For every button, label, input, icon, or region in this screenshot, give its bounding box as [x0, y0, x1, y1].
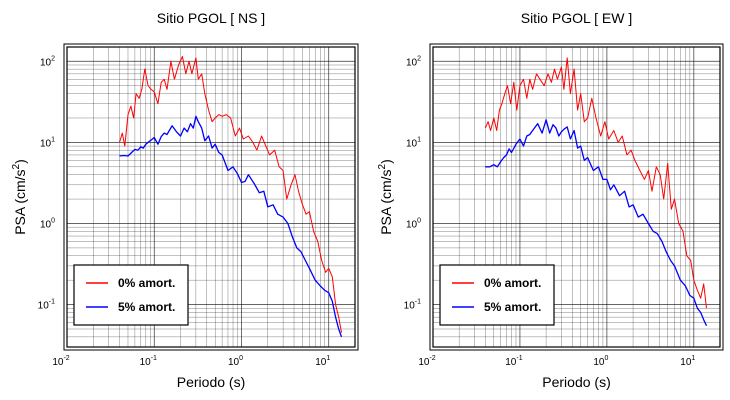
legend-label: 5% amort. — [118, 300, 175, 314]
legend-label: 5% amort. — [484, 300, 541, 314]
plot-frame-outer — [429, 43, 724, 351]
y-tick-label: 100 — [406, 217, 421, 230]
legend: 0% amort. 5% amort. — [439, 264, 555, 326]
x-tick-label: 101 — [315, 355, 330, 368]
plot-frame — [66, 46, 356, 348]
y-tick-label: 101 — [406, 136, 421, 149]
legend: 0% amort. 5% amort. — [73, 264, 189, 326]
chart-title: Sitio PGOL [ NS ] — [157, 10, 265, 26]
x-tick-label: 101 — [680, 355, 695, 368]
series-line-red — [484, 57, 707, 309]
legend-label: 0% amort. — [118, 276, 175, 290]
x-tick-label: 10-2 — [52, 355, 69, 368]
series-line-blue — [119, 115, 343, 338]
legend-box — [439, 264, 555, 326]
x-tick-label: 100 — [228, 355, 243, 368]
legend-box — [73, 264, 189, 326]
chart-panel-2: 10-2 10-1 100 101 10-1 100 101 102 Sitio PGOL [ … — [377, 10, 724, 390]
plot-frame — [432, 46, 721, 348]
x-axis-label: Periodo (s) — [542, 374, 610, 390]
chart-title: Sitio PGOL [ EW ] — [521, 10, 633, 26]
y-tick-label: 10-1 — [404, 299, 421, 312]
legend-label: 0% amort. — [484, 276, 541, 290]
series-line-blue — [485, 119, 708, 326]
y-tick-label: 10-1 — [38, 299, 55, 312]
y-axis-label: PSA (cm/s2) — [377, 159, 394, 235]
y-tick-label: 100 — [40, 217, 55, 230]
plot-frame-outer — [63, 43, 359, 351]
x-tick-label: 100 — [593, 355, 608, 368]
x-tick-label: 10-2 — [418, 355, 435, 368]
y-tick-label: 102 — [40, 55, 55, 68]
y-tick-label: 101 — [40, 136, 55, 149]
chart-panel-1: 10-2 10-1 100 101 10-1 100 101 102 Sitio PGOL [ … — [11, 10, 359, 390]
x-tick-label: 10-1 — [505, 355, 522, 368]
x-tick-label: 10-1 — [140, 355, 157, 368]
y-axis-label: PSA (cm/s2) — [11, 159, 28, 235]
x-axis-label: Periodo (s) — [177, 374, 245, 390]
series-line-red — [119, 55, 342, 333]
y-tick-label: 102 — [406, 55, 421, 68]
